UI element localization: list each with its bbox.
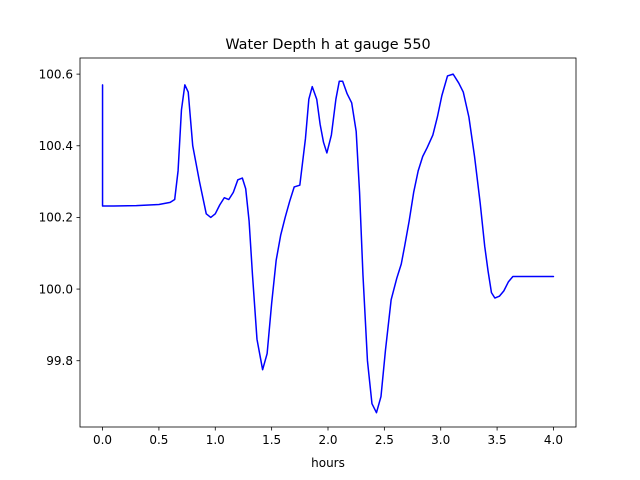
x-tick-label: 3.0	[431, 433, 450, 447]
x-tick-label: 3.5	[488, 433, 507, 447]
y-tick-label: 99.8	[46, 354, 73, 368]
x-axis-label: hours	[311, 456, 345, 470]
x-tick-label: 1.0	[206, 433, 225, 447]
chart-title: Water Depth h at gauge 550	[225, 37, 430, 53]
y-axis-ticks: 99.8 100.0 100.2 100.4 100.6	[39, 67, 80, 368]
series-line-0	[101, 73, 555, 414]
y-tick-label: 100.4	[39, 139, 73, 153]
x-tick-label: 0.0	[93, 433, 112, 447]
plot-area-frame	[79, 57, 577, 428]
series-layer	[101, 73, 555, 414]
x-tick-label: 1.5	[262, 433, 281, 447]
x-tick-label: 2.0	[318, 433, 337, 447]
y-tick-label: 100.0	[39, 282, 73, 296]
y-tick-label: 100.2	[39, 211, 73, 225]
x-tick-label: 2.5	[375, 433, 394, 447]
y-tick-label: 100.6	[39, 67, 73, 81]
x-tick-label: 4.0	[544, 433, 563, 447]
x-tick-label: 0.5	[149, 433, 168, 447]
x-axis-ticks: 0.0 0.5 1.0 1.5 2.0 2.5 3.0 3.5 4.0	[93, 427, 563, 447]
